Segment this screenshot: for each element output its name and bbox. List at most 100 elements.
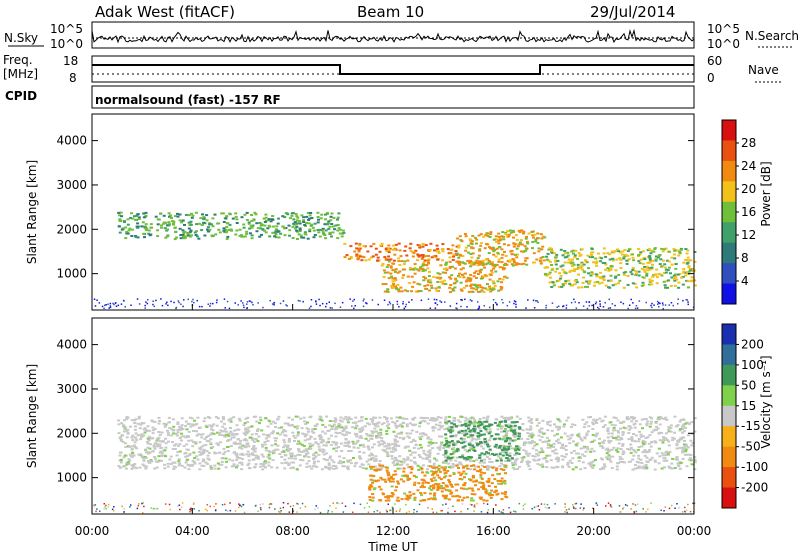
data-cell: [469, 468, 473, 471]
data-cell: [370, 430, 374, 433]
data-cell: [464, 416, 468, 419]
data-cell: [485, 489, 489, 492]
data-speckle: [362, 300, 365, 302]
data-cell: [372, 423, 376, 425]
data-cell: [529, 425, 533, 428]
data-cell: [673, 249, 677, 252]
data-cell: [288, 217, 292, 220]
data-cell: [398, 249, 402, 252]
data-cell: [409, 459, 413, 462]
data-cell: [423, 492, 427, 495]
data-cell: [592, 450, 596, 453]
data-cell: [212, 432, 216, 435]
data-cell: [507, 244, 511, 247]
data-cell: [409, 250, 413, 252]
data-cell: [202, 464, 206, 467]
data-cell: [458, 461, 462, 464]
data-cell: [669, 285, 673, 287]
data-cell: [478, 434, 482, 437]
data-cell: [545, 421, 549, 424]
data-cell: [446, 441, 450, 444]
data-cell: [426, 471, 430, 474]
data-cell: [144, 223, 148, 226]
data-cell: [262, 433, 266, 436]
data-cell: [313, 222, 317, 225]
data-cell: [427, 275, 431, 277]
data-cell: [553, 434, 556, 437]
data-speckle: [216, 299, 218, 301]
data-cell: [540, 436, 544, 439]
data-cell: [178, 450, 182, 453]
data-speckle: [112, 302, 114, 305]
data-cell: [332, 447, 336, 450]
data-speckle: [636, 307, 639, 309]
data-cell: [566, 251, 570, 254]
data-cell: [191, 423, 195, 426]
data-cell: [667, 430, 671, 433]
data-cell: [189, 229, 193, 232]
data-speckle: [242, 503, 244, 506]
data-cell: [181, 219, 185, 222]
data-cell: [128, 445, 132, 448]
data-cell: [174, 230, 178, 233]
data-cell: [354, 421, 358, 424]
data-cell: [370, 457, 374, 460]
data-speckle: [509, 511, 512, 514]
data-cell: [311, 443, 315, 446]
data-cell: [517, 263, 521, 265]
data-speckle: [310, 299, 313, 301]
data-cell: [400, 425, 404, 428]
data-cell: [586, 254, 590, 257]
data-cell: [254, 454, 258, 457]
data-cell: [287, 448, 291, 451]
data-cell: [156, 460, 160, 463]
data-cell: [377, 485, 381, 488]
data-cell: [346, 465, 350, 468]
data-cell: [206, 454, 210, 457]
data-cell: [209, 468, 213, 471]
data-cell: [239, 445, 243, 448]
data-speckle: [190, 509, 192, 512]
data-cell: [569, 260, 573, 263]
data-speckle: [383, 299, 386, 301]
data-speckle: [395, 510, 398, 512]
data-cell: [387, 442, 391, 445]
data-speckle: [240, 505, 243, 508]
data-cell: [349, 257, 353, 260]
data-cell: [436, 272, 440, 275]
data-cell: [343, 444, 347, 447]
data-cell: [632, 259, 636, 262]
data-cell: [525, 452, 528, 455]
data-cell: [390, 285, 394, 288]
data-cell: [478, 420, 481, 423]
data-cell: [337, 422, 341, 425]
data-cell: [631, 256, 635, 259]
data-cell: [418, 436, 422, 439]
data-cell: [672, 253, 676, 256]
data-cell: [438, 435, 441, 438]
data-cell: [276, 448, 280, 451]
data-cell: [419, 254, 423, 257]
data-cell: [508, 458, 512, 461]
data-cell: [601, 277, 605, 280]
data-cell: [628, 448, 632, 451]
data-cell: [145, 451, 148, 454]
data-cell: [340, 420, 344, 423]
data-cell: [558, 425, 562, 428]
data-cell: [454, 483, 458, 486]
data-cell: [163, 227, 167, 230]
data-cell: [452, 253, 456, 256]
data-cell: [170, 428, 174, 431]
data-cell: [389, 266, 393, 269]
data-cell: [587, 425, 591, 428]
colorbar-tick-label: 28: [741, 136, 756, 150]
data-cell: [370, 438, 374, 440]
data-cell: [590, 273, 594, 276]
data-cell: [683, 445, 687, 448]
data-cell: [591, 428, 595, 430]
data-cell: [485, 258, 488, 261]
data-cell: [439, 281, 443, 283]
data-cell: [469, 253, 473, 255]
data-cell: [347, 450, 351, 452]
